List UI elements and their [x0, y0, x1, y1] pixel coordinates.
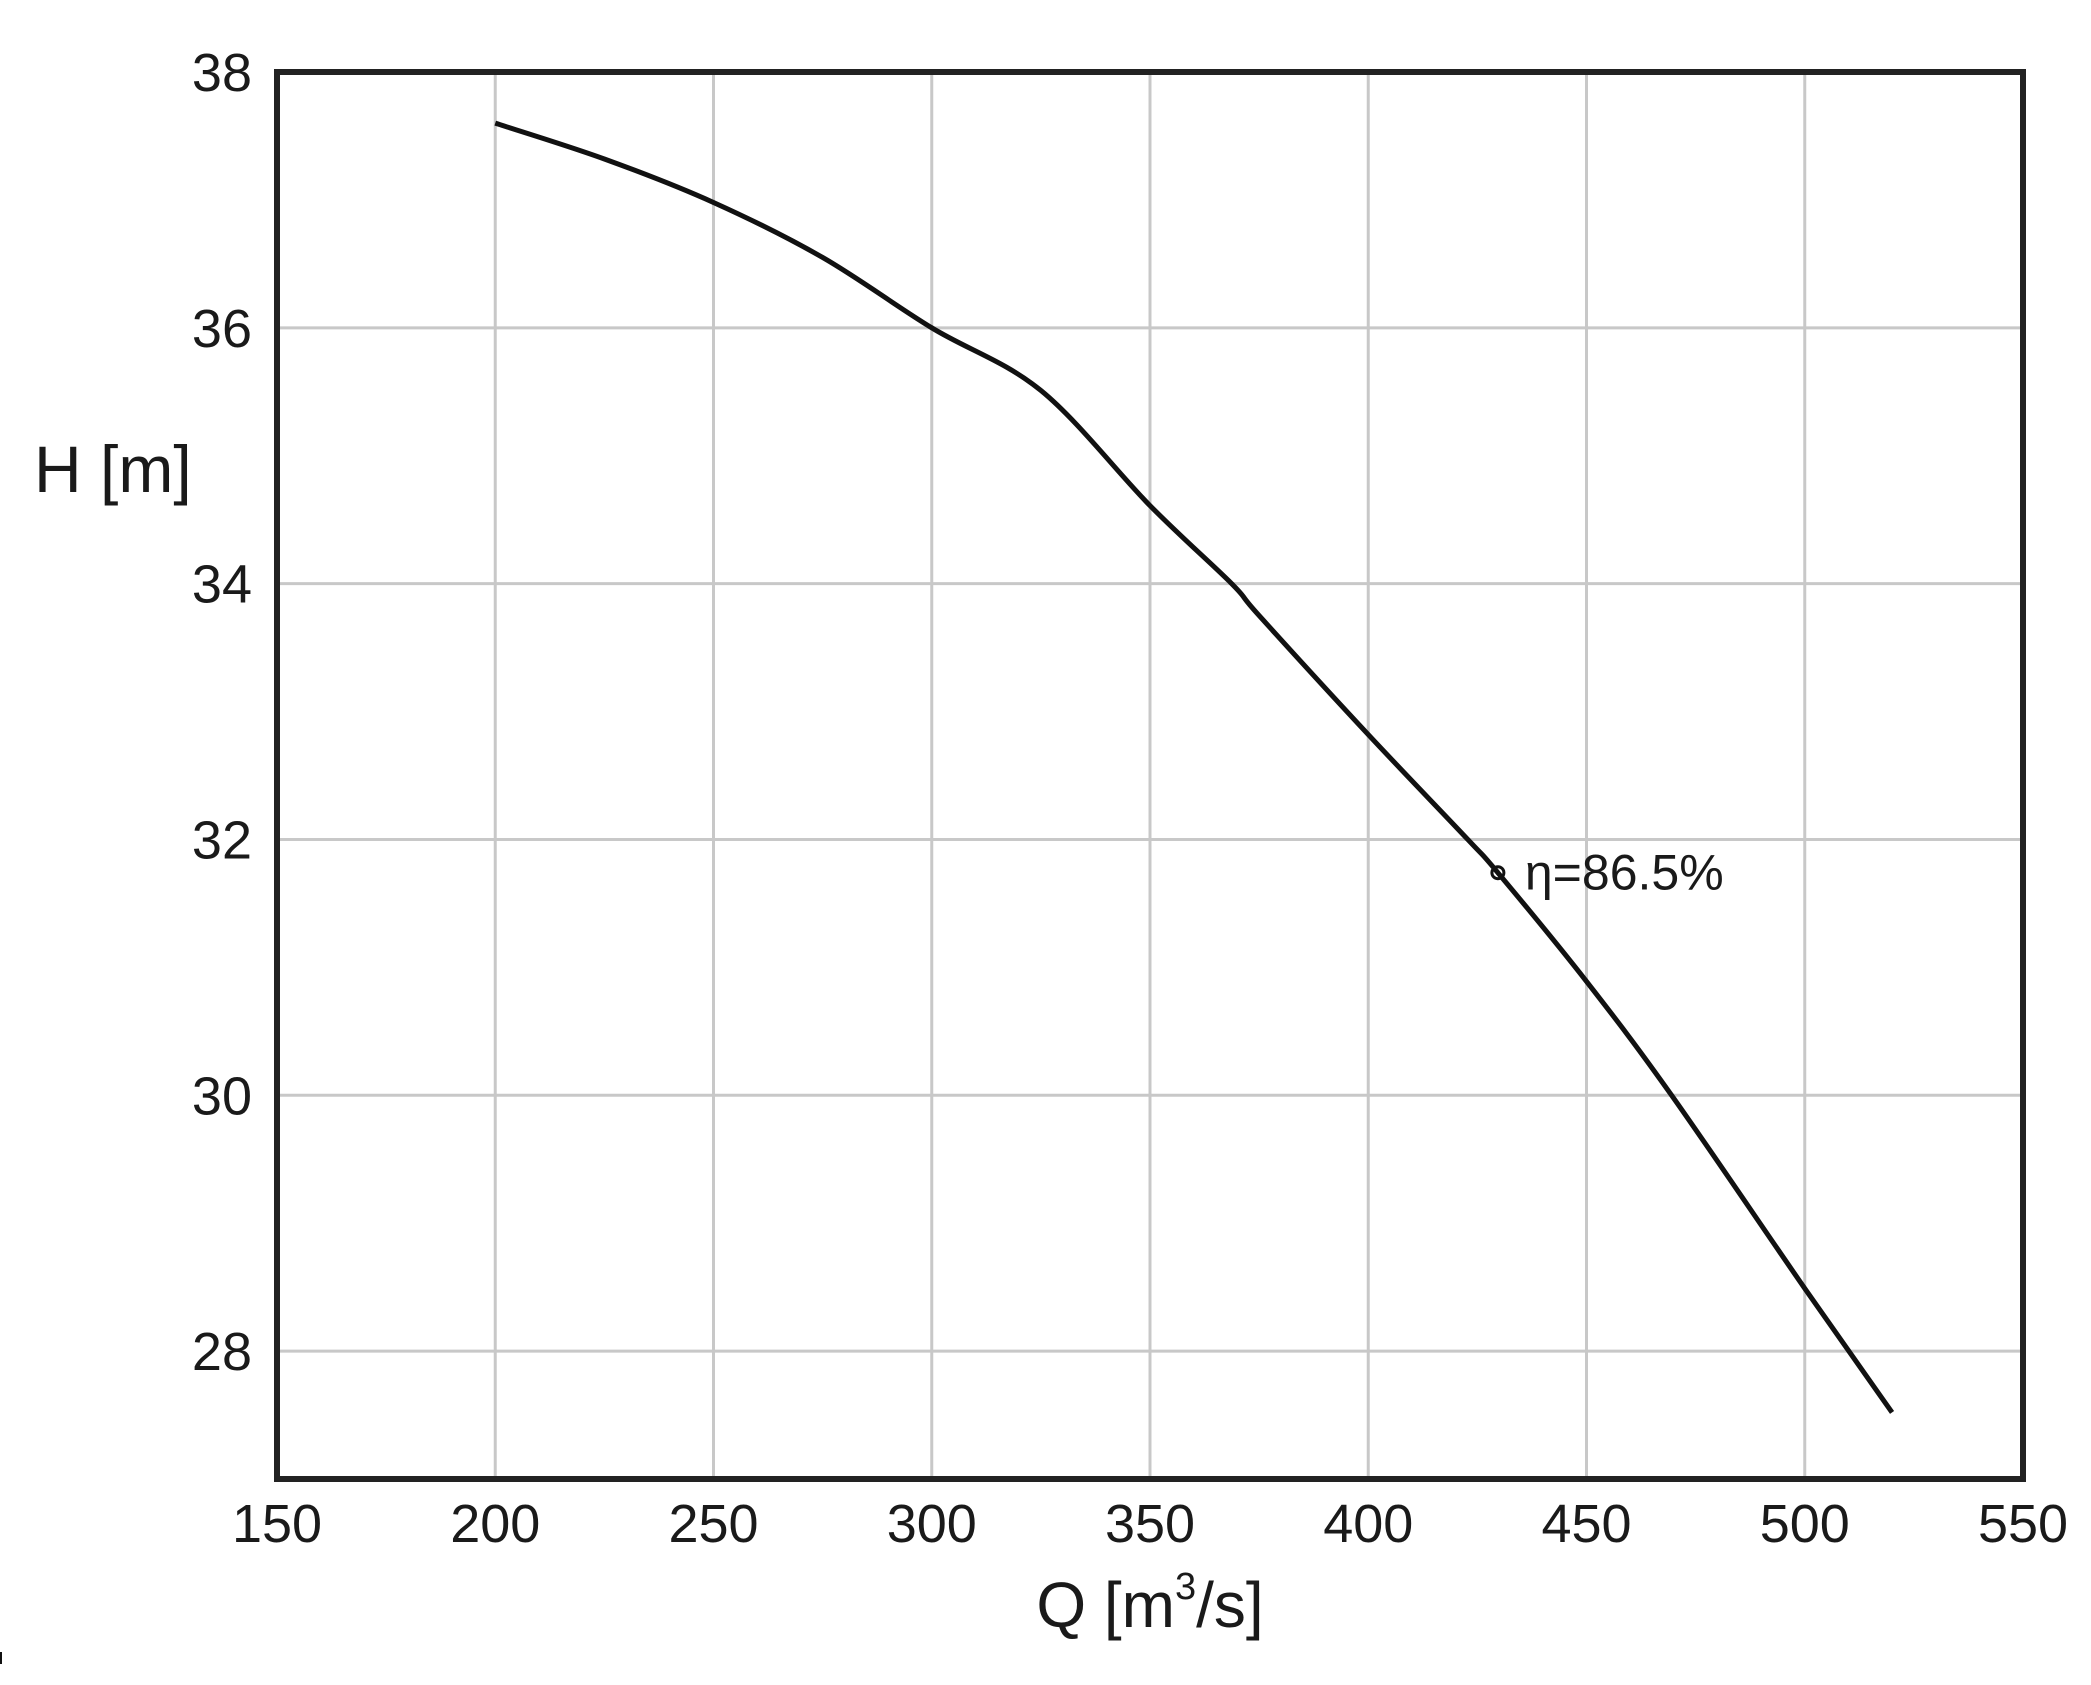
- edge-artifact: [0, 1652, 2, 1664]
- x-tick-label: 400: [1323, 1494, 1413, 1554]
- y-axis-ticks: 28 30 32 34 36 38: [192, 43, 252, 1382]
- hq-curve-line: [494, 120, 1895, 1414]
- data-series: [494, 120, 1895, 1414]
- efficiency-label: η=86.5%: [1525, 845, 1724, 901]
- y-tick-label: 36: [192, 299, 252, 359]
- efficiency-marker-icon: [1490, 865, 1506, 881]
- y-tick-label: 30: [192, 1066, 252, 1126]
- x-tick-label: 550: [1978, 1494, 2068, 1554]
- grid-lines: [277, 72, 2023, 1479]
- x-axis-label-superscript: 3: [1175, 1566, 1196, 1608]
- y-tick-label: 34: [192, 555, 252, 615]
- y-tick-label: 38: [192, 43, 252, 103]
- x-axis-label-suffix: /s]: [1196, 1569, 1264, 1641]
- plot-border: [274, 69, 2026, 1482]
- plot-frame: [274, 69, 2026, 1482]
- y-tick-label: 28: [192, 1322, 252, 1382]
- y-tick-label: 32: [192, 810, 252, 870]
- x-tick-label: 350: [1105, 1494, 1195, 1554]
- x-tick-label: 250: [668, 1494, 758, 1554]
- x-axis-ticks: 150 200 250 300 350 400 450 500 550: [232, 1494, 2068, 1554]
- x-tick-label: 200: [450, 1494, 540, 1554]
- x-tick-label: 500: [1760, 1494, 1850, 1554]
- x-tick-label: 300: [887, 1494, 977, 1554]
- x-tick-label: 150: [232, 1494, 322, 1554]
- x-tick-label: 450: [1541, 1494, 1631, 1554]
- x-axis-label: Q [m3/s]: [1036, 1566, 1263, 1641]
- y-axis-label: H [m]: [34, 432, 192, 506]
- x-axis-label-main: Q [m: [1036, 1569, 1175, 1641]
- annotation-group: η=86.5%: [1490, 845, 1724, 901]
